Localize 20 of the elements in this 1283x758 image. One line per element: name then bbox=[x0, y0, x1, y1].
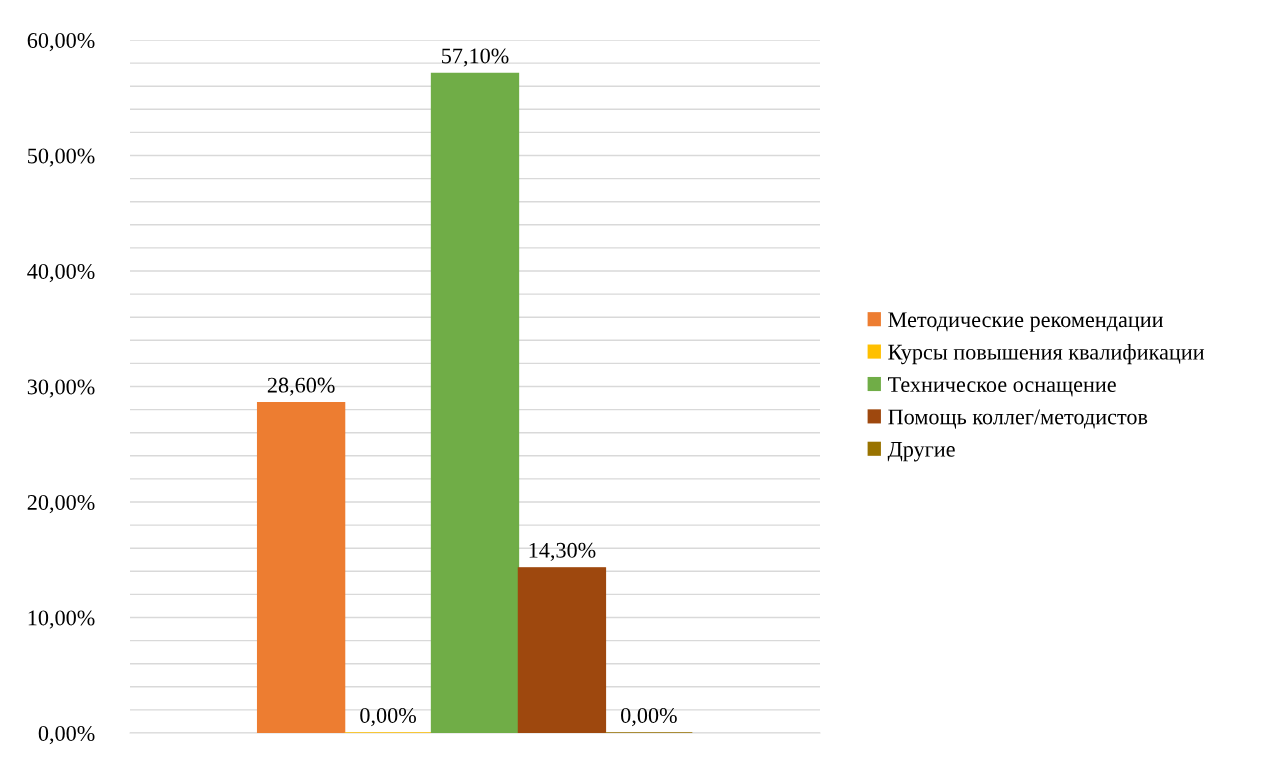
y-tick-label: 50,00% bbox=[28, 148, 95, 167]
bar bbox=[517, 567, 607, 733]
legend-label: Методические рекомендации bbox=[888, 312, 1164, 332]
bar bbox=[256, 401, 346, 733]
data-label: 28,60% bbox=[267, 377, 335, 396]
legend-label: Другие bbox=[887, 442, 955, 462]
bar bbox=[430, 72, 520, 733]
data-label: 0,00% bbox=[621, 707, 677, 727]
y-tick-label: 0,00% bbox=[38, 725, 95, 745]
data-label: 14,30% bbox=[529, 542, 596, 561]
y-tick-label: 40,00% bbox=[27, 263, 95, 283]
y-tick-label: 30,00% bbox=[27, 379, 95, 398]
data-label: 0,00% bbox=[360, 707, 416, 727]
y-tick-label: 10,00% bbox=[28, 610, 95, 629]
y-tick-label: 60,00% bbox=[27, 32, 95, 52]
data-label: 57,10% bbox=[442, 48, 509, 67]
legend-label: Техническое оснащение bbox=[888, 377, 1116, 397]
y-tick-label: 20,00% bbox=[27, 494, 95, 514]
legend-label: Курсы повышения квалификации bbox=[888, 343, 1205, 365]
legend-label: Помощь коллег/методистов bbox=[888, 409, 1148, 429]
